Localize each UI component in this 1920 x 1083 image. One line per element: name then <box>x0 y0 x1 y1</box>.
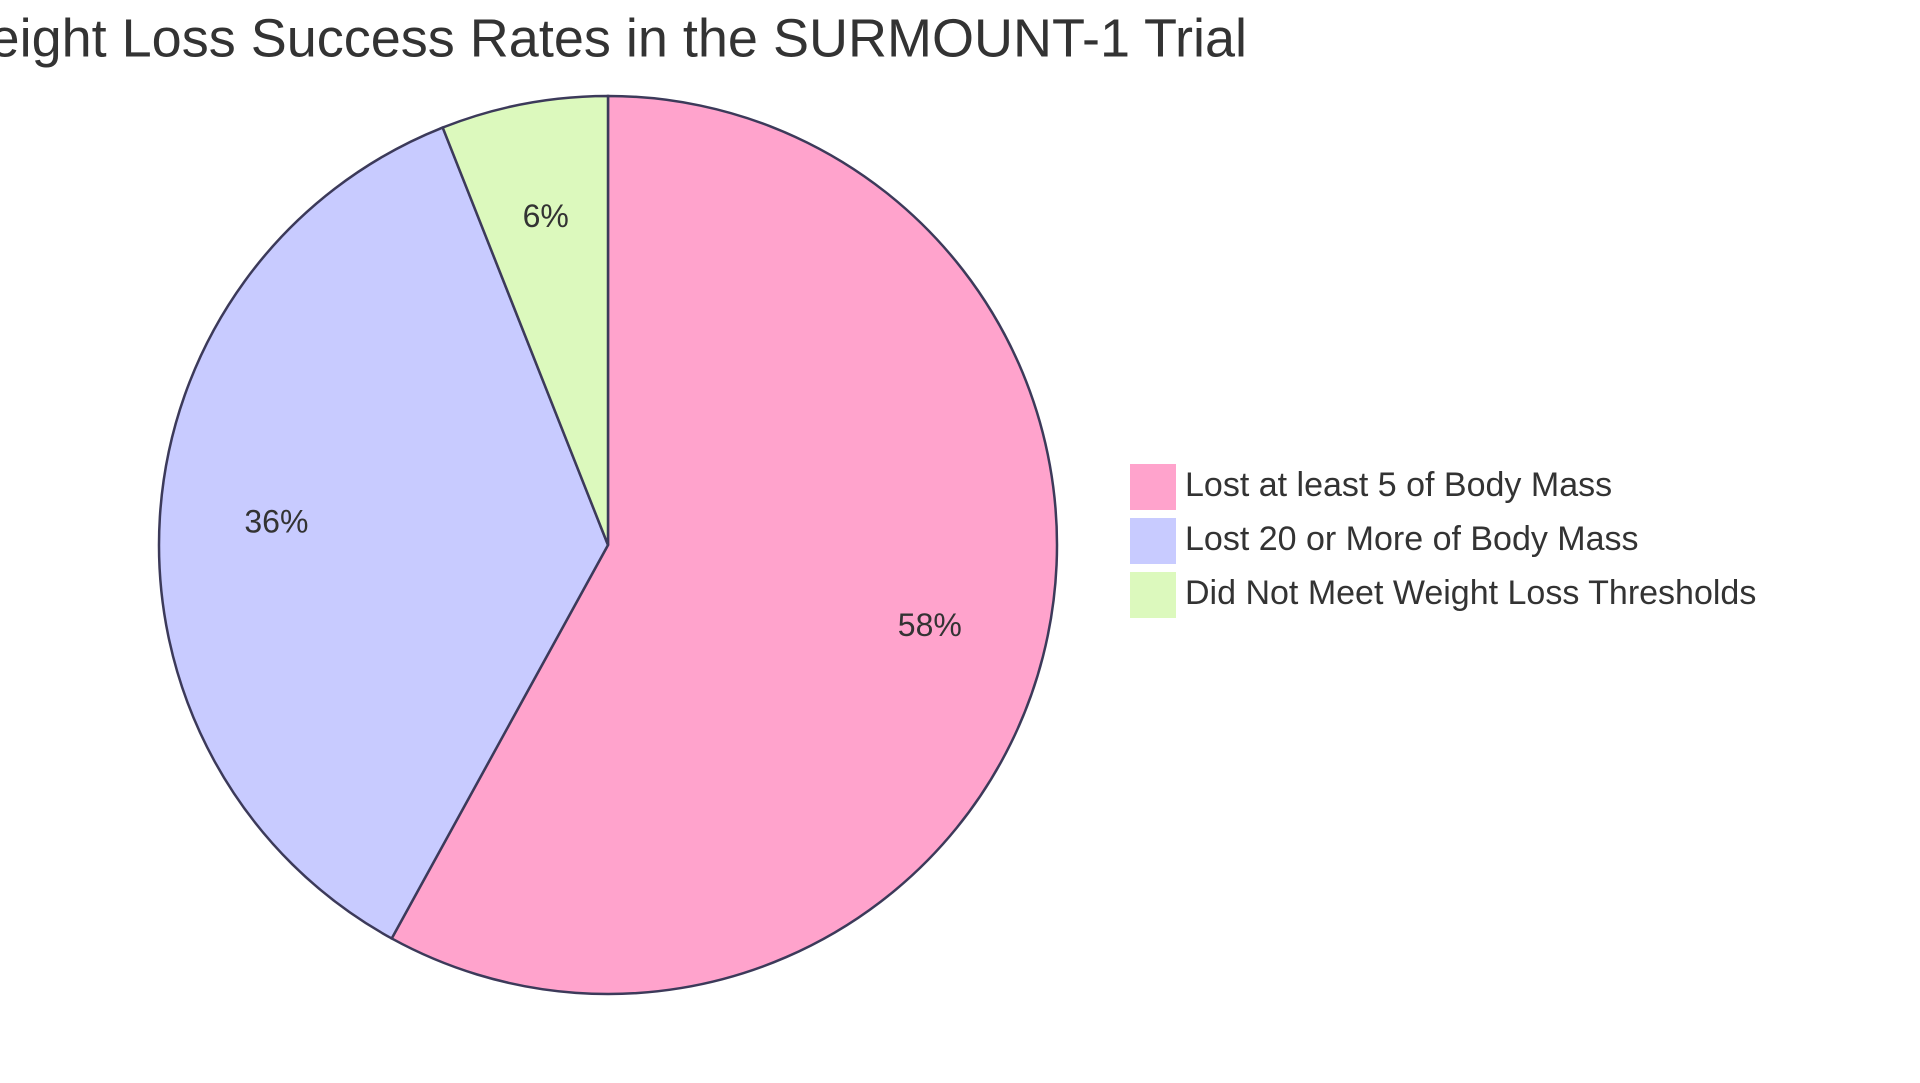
legend-swatch <box>1130 464 1176 510</box>
legend-swatch <box>1130 518 1176 564</box>
pie-slice <box>389 94 1059 996</box>
legend-label: Lost at least 5 of Body Mass <box>1185 466 1612 504</box>
slice-label: 36% <box>244 504 308 540</box>
legend-label: Did Not Meet Weight Loss Thresholds <box>1185 574 1756 612</box>
slice-label: 58% <box>898 607 962 643</box>
legend-label: Lost 20 or More of Body Mass <box>1185 520 1639 558</box>
pie-slice <box>157 125 610 941</box>
chart-title: Weight Loss Success Rates in the SURMOUN… <box>0 8 1247 68</box>
legend-swatch <box>1130 572 1176 618</box>
slice-label: 6% <box>523 198 569 234</box>
pie-slice <box>441 94 610 546</box>
